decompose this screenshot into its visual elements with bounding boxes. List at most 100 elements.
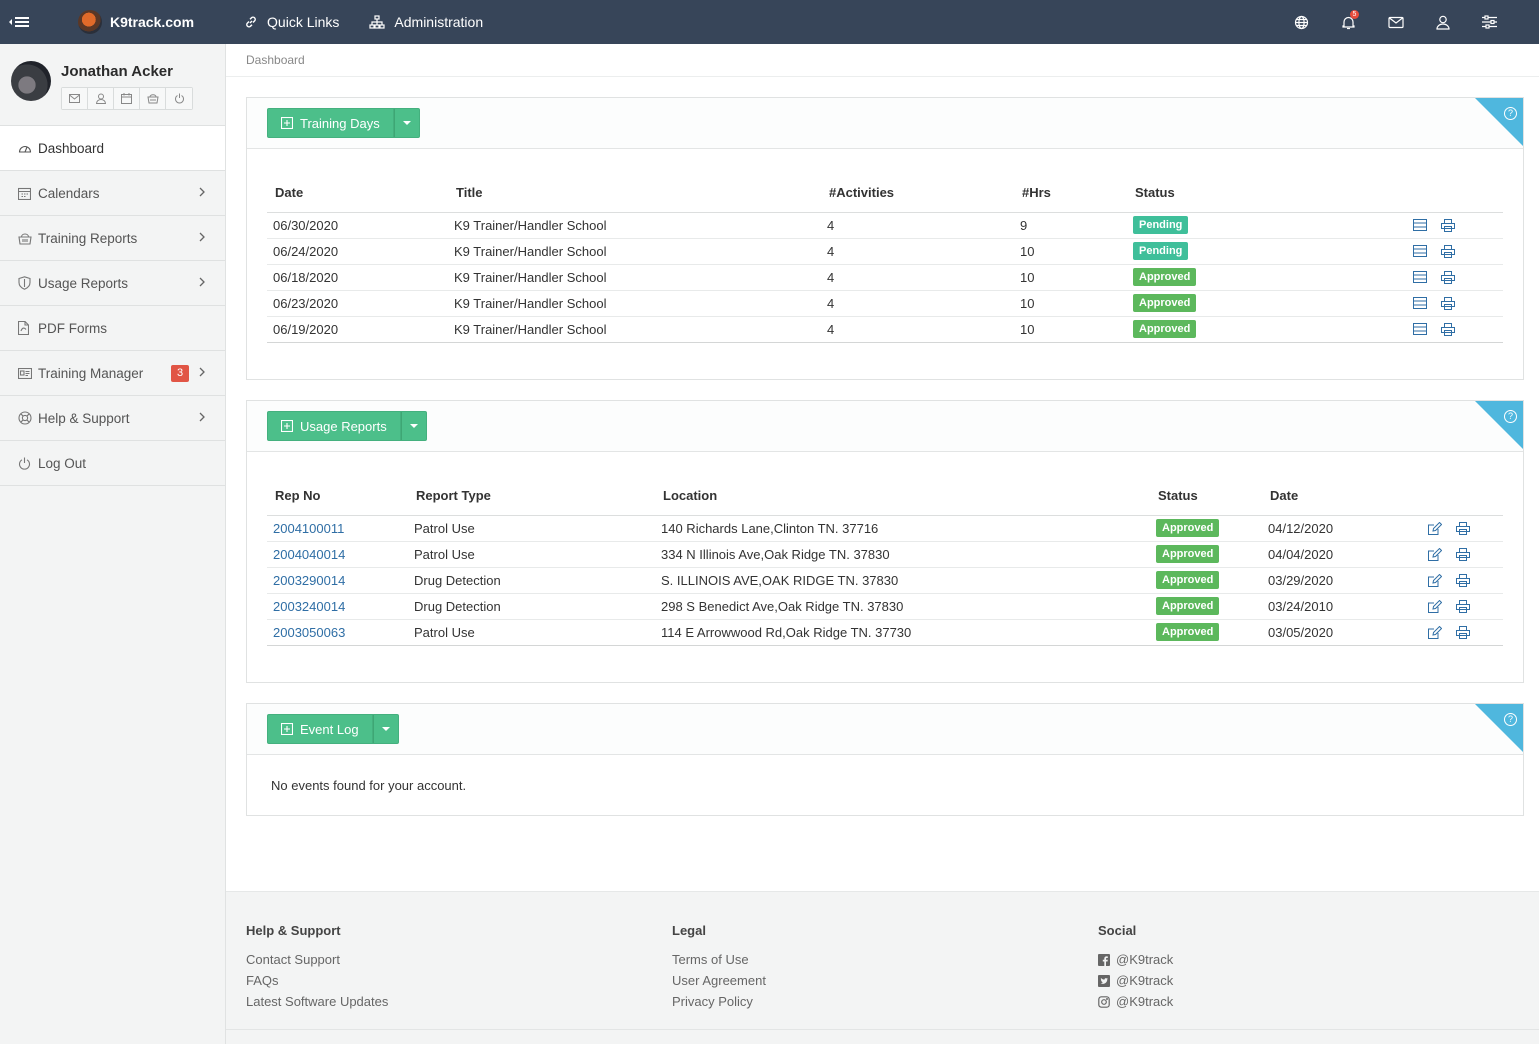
- footer-link[interactable]: Latest Software Updates: [246, 994, 389, 1009]
- social-link-twitter[interactable]: @K9track: [1098, 970, 1173, 991]
- status-badge: Pending: [1133, 216, 1189, 234]
- footer-link[interactable]: Contact Support: [246, 952, 340, 967]
- sidebar-item-training-manager[interactable]: Training Manager 3: [0, 351, 225, 396]
- plus-square-icon: [281, 723, 293, 735]
- social-link-label: @K9track: [1116, 973, 1174, 988]
- view-details-button[interactable]: [1413, 323, 1427, 335]
- sidebar-item-label: PDF Forms: [38, 320, 107, 336]
- help-corner[interactable]: [1475, 704, 1523, 752]
- footer: Help & Support Contact Support FAQs Late…: [226, 891, 1539, 1044]
- event-log-dropdown-toggle[interactable]: [372, 714, 399, 744]
- table-row: 06/18/2020 K9 Trainer/Handler School 4 1…: [267, 264, 1503, 291]
- view-details-button[interactable]: [1413, 245, 1427, 257]
- bell-icon: [1342, 16, 1355, 29]
- print-button[interactable]: [1441, 322, 1455, 336]
- table-row: 2003290014 Drug Detection S. ILLINOIS AV…: [267, 567, 1503, 594]
- footer-link[interactable]: User Agreement: [672, 973, 766, 988]
- sidebar-item-dashboard[interactable]: Dashboard: [0, 126, 225, 171]
- question-circle-icon[interactable]: ?: [1504, 713, 1517, 726]
- print-button[interactable]: [1456, 599, 1470, 613]
- brand-link[interactable]: K9track.com: [78, 0, 194, 44]
- sidebar-toggle-button[interactable]: [0, 0, 38, 44]
- footer-link[interactable]: Terms of Use: [672, 952, 749, 967]
- print-button[interactable]: [1456, 521, 1470, 535]
- usage-reports-dropdown-toggle[interactable]: [400, 411, 427, 441]
- life-ring-icon: [18, 411, 38, 425]
- question-circle-icon[interactable]: ?: [1504, 107, 1517, 120]
- edit-button[interactable]: [1428, 521, 1442, 535]
- profile-mail-button[interactable]: [62, 88, 88, 109]
- training-days-panel: Training Days ? Date Title #Activities #…: [246, 97, 1524, 380]
- table-row: 2004040014 Patrol Use 334 N Illinois Ave…: [267, 541, 1503, 568]
- event-log-panel: Event Log ? No events found for your acc…: [246, 703, 1524, 816]
- report-date: 04/04/2020: [1262, 541, 1422, 568]
- sidebar-item-help-support[interactable]: Help & Support: [0, 396, 225, 441]
- view-details-button[interactable]: [1413, 297, 1427, 309]
- print-button[interactable]: [1441, 296, 1455, 310]
- user-icon: [1435, 15, 1450, 30]
- add-usage-report-button[interactable]: Usage Reports: [267, 411, 401, 441]
- print-icon: [1456, 625, 1470, 639]
- print-button[interactable]: [1456, 573, 1470, 587]
- footer-link[interactable]: Privacy Policy: [672, 994, 753, 1009]
- globe-button[interactable]: [1278, 0, 1325, 44]
- footer-heading: Help & Support: [246, 923, 341, 938]
- report-location: 298 S Benedict Ave,Oak Ridge TN. 37830: [655, 593, 1150, 620]
- view-details-button[interactable]: [1413, 271, 1427, 283]
- twitter-icon: [1098, 974, 1110, 987]
- report-number-link[interactable]: 2003240014: [273, 598, 346, 614]
- sidebar-item-training-reports[interactable]: Training Reports: [0, 216, 225, 261]
- edit-icon: [1428, 547, 1442, 561]
- top-navbar: K9track.com Quick Links Administration 5: [0, 0, 1539, 44]
- view-details-button[interactable]: [1413, 219, 1427, 231]
- footer-link[interactable]: FAQs: [246, 973, 279, 988]
- column-header: Title: [448, 174, 821, 213]
- sidebar-item-log-out[interactable]: Log Out: [0, 441, 225, 486]
- usage-reports-button-group: Usage Reports: [267, 411, 427, 441]
- profile-button[interactable]: [1419, 0, 1466, 44]
- print-button[interactable]: [1441, 218, 1455, 232]
- add-event-button[interactable]: Event Log: [267, 714, 373, 744]
- edit-button[interactable]: [1428, 547, 1442, 561]
- profile-calendar-button[interactable]: [114, 88, 140, 109]
- question-circle-icon[interactable]: ?: [1504, 410, 1517, 423]
- sidebar-item-calendars[interactable]: Calendars: [0, 171, 225, 216]
- profile-power-button[interactable]: [166, 88, 192, 109]
- event-log-button-label: Event Log: [300, 721, 359, 737]
- settings-button[interactable]: [1466, 0, 1513, 44]
- report-number-link[interactable]: 2004100011: [273, 520, 345, 536]
- print-button[interactable]: [1441, 244, 1455, 258]
- report-number-link[interactable]: 2004040014: [273, 546, 346, 562]
- report-number-link[interactable]: 2003050063: [273, 624, 346, 640]
- sidebar-item-pdf-forms[interactable]: PDF Forms: [0, 306, 225, 351]
- add-training-day-button[interactable]: Training Days: [267, 108, 394, 138]
- profile-user-button[interactable]: [88, 88, 114, 109]
- panel-header: Event Log ?: [247, 704, 1523, 755]
- print-icon: [1441, 244, 1455, 258]
- edit-button[interactable]: [1428, 599, 1442, 613]
- edit-button[interactable]: [1428, 573, 1442, 587]
- notifications-button[interactable]: 5: [1325, 0, 1372, 44]
- messages-button[interactable]: [1372, 0, 1419, 44]
- status-badge: Approved: [1156, 597, 1220, 615]
- print-button[interactable]: [1441, 270, 1455, 284]
- report-location: 140 Richards Lane,Clinton TN. 37716: [655, 515, 1150, 542]
- edit-button[interactable]: [1428, 625, 1442, 639]
- print-button[interactable]: [1456, 625, 1470, 639]
- training-days-dropdown-toggle[interactable]: [393, 108, 420, 138]
- breadcrumb[interactable]: Dashboard: [246, 53, 305, 67]
- print-button[interactable]: [1456, 547, 1470, 561]
- report-number-link[interactable]: 2003290014: [273, 572, 346, 588]
- help-corner[interactable]: [1475, 401, 1523, 449]
- help-corner[interactable]: [1475, 98, 1523, 146]
- avatar[interactable]: [11, 61, 51, 101]
- profile-shortcuts: [61, 87, 193, 110]
- sidebar-item-usage-reports[interactable]: Usage Reports: [0, 261, 225, 306]
- nav-quick-links[interactable]: Quick Links: [244, 14, 339, 30]
- social-link-facebook[interactable]: @K9track: [1098, 949, 1173, 970]
- profile-paw-button[interactable]: [140, 88, 166, 109]
- caret-down-icon: [402, 120, 411, 125]
- nav-administration[interactable]: Administration: [369, 14, 483, 30]
- social-link-instagram[interactable]: @K9track: [1098, 991, 1173, 1012]
- power-icon: [18, 457, 38, 470]
